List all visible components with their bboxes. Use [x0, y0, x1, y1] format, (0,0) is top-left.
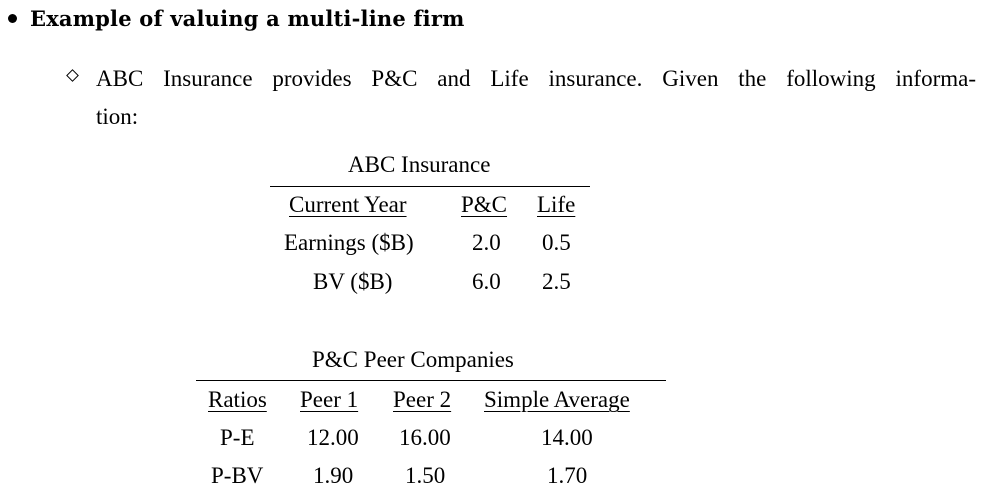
table1-caption: ABC Insurance [348, 152, 491, 177]
table1-row-label: Earnings ($B) [284, 230, 414, 255]
main-bullet: Example of valuing a multi-line firm [8, 6, 465, 31]
intro-line-2: tion: [96, 104, 139, 129]
intro-line-1: ABC Insurance provides P&C and Life insu… [96, 66, 976, 91]
table2-cell: 16.00 [399, 425, 451, 450]
table2-header-simple-average: Simple Average [484, 387, 630, 412]
table1-header-current-year: Current Year [289, 192, 407, 217]
table2-header-ratios: Ratios [208, 387, 267, 412]
table2-caption: P&C Peer Companies [312, 347, 514, 372]
table1-header-pc: P&C [461, 192, 508, 217]
table2-row-label: P-E [220, 425, 255, 450]
table2-cell: 1.90 [313, 463, 354, 488]
table2-header-peer1: Peer 1 [300, 387, 359, 412]
table1-cell: 2.5 [542, 269, 571, 294]
table1-row-label: BV ($B) [313, 269, 393, 294]
table2-cell: 1.50 [405, 463, 446, 488]
table2-cell: 12.00 [307, 425, 359, 450]
table2-top-rule [196, 380, 666, 381]
table1-cell: 6.0 [472, 269, 501, 294]
table2-header-peer2: Peer 2 [393, 387, 452, 412]
table1-cell: 0.5 [542, 230, 571, 255]
table1-cell: 2.0 [472, 230, 501, 255]
table1-top-rule [270, 186, 590, 187]
table2-row-label: P-BV [211, 463, 264, 488]
table1-header-life: Life [537, 192, 576, 217]
diamond-bullet-icon [66, 69, 79, 82]
table2-cell: 14.00 [541, 425, 593, 450]
section-heading: Example of valuing a multi-line firm [30, 6, 465, 31]
intro-paragraph: ABC Insurance provides P&C and Life insu… [96, 60, 976, 136]
bullet-dot-icon [8, 14, 17, 23]
table2-cell: 1.70 [547, 463, 588, 488]
